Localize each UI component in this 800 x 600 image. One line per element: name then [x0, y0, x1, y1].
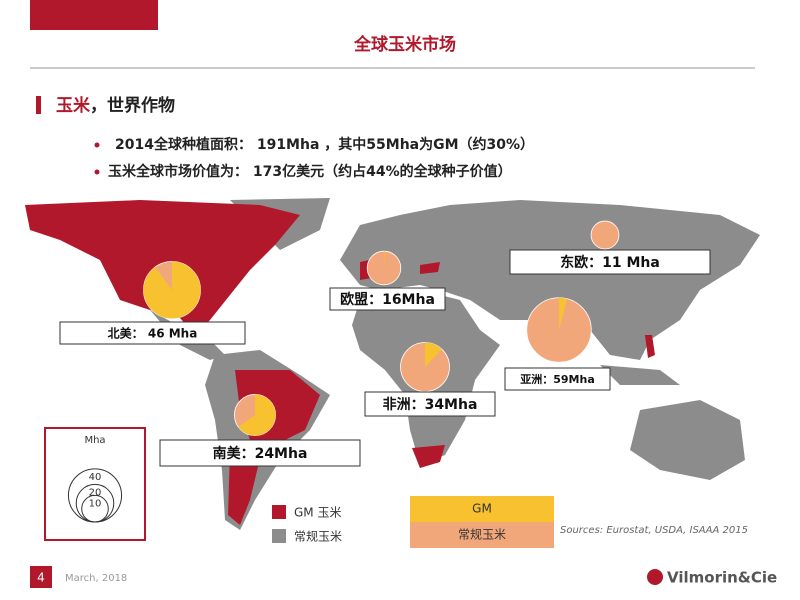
bullet-dot	[94, 142, 100, 148]
legend-swatch	[272, 505, 286, 519]
land	[630, 400, 745, 480]
pie-gm	[143, 261, 201, 319]
region-label-box	[509, 249, 711, 275]
page-box	[30, 566, 52, 588]
pie-legend-swatch	[410, 496, 554, 522]
land-gm	[420, 262, 440, 274]
region-label-box	[504, 367, 611, 391]
pie-gm	[384, 251, 386, 268]
region-label: 亚洲：59Mha	[520, 373, 595, 386]
size-legend-label: 10	[89, 498, 102, 509]
pie-gm	[238, 394, 276, 436]
logo-mark	[647, 569, 663, 585]
page-number: 4	[37, 571, 45, 585]
region-label-box	[159, 439, 361, 467]
pie-legend-swatch	[410, 522, 554, 548]
section-rest: ，世界作物	[90, 95, 175, 116]
size-legend-label: 20	[89, 487, 102, 498]
region-label: 南美：24Mha	[213, 445, 308, 462]
pie-legend-label: 常规玉米	[458, 527, 506, 542]
size-legend-label: 40	[89, 472, 102, 483]
section-title: 玉米，世界作物	[56, 95, 175, 116]
pie-legend-label: GM	[472, 502, 492, 516]
pie-gm	[559, 297, 568, 330]
legend-swatch	[272, 529, 286, 543]
region-label-box	[364, 391, 496, 417]
region-label-box	[329, 287, 446, 311]
size-legend-circle	[81, 494, 109, 523]
region-label: 东欧：11 Mha	[560, 254, 660, 271]
source: Sources: Eurostat, USDA, ISAAA 2015	[560, 525, 748, 536]
footer-date: March, 2018	[65, 573, 127, 584]
land	[340, 200, 760, 360]
bullet: 2014全球种植面积： 191Mha ，其中55Mha为GM（约30%）	[115, 136, 534, 153]
legend-label: GM 玉米	[294, 506, 341, 520]
slide-title: 全球玉米市场	[353, 34, 456, 55]
logo: Vilmorin&Cie	[667, 569, 777, 587]
bullet: 玉米全球市场价值为： 173亿美元（约占44%的全球种子价值）	[108, 163, 512, 180]
land-gm	[228, 450, 262, 525]
pie-gm	[425, 342, 442, 367]
header-bar	[30, 0, 158, 30]
bullet-dot	[94, 169, 100, 175]
section-highlight: 玉米	[56, 95, 91, 116]
region-label: 非洲：34Mha	[383, 396, 478, 413]
land	[600, 365, 680, 385]
legend-label: 常规玉米	[294, 529, 342, 544]
section-marker	[36, 96, 41, 114]
size-legend-title: Mha	[84, 435, 105, 446]
region-label: 欧盟：16Mha	[340, 291, 435, 308]
land-gm	[412, 445, 445, 468]
pie-conventional	[590, 220, 620, 250]
land-gm	[645, 335, 655, 358]
region-label-box	[59, 321, 246, 345]
region-label: 北美： 46 Mha	[108, 326, 198, 341]
